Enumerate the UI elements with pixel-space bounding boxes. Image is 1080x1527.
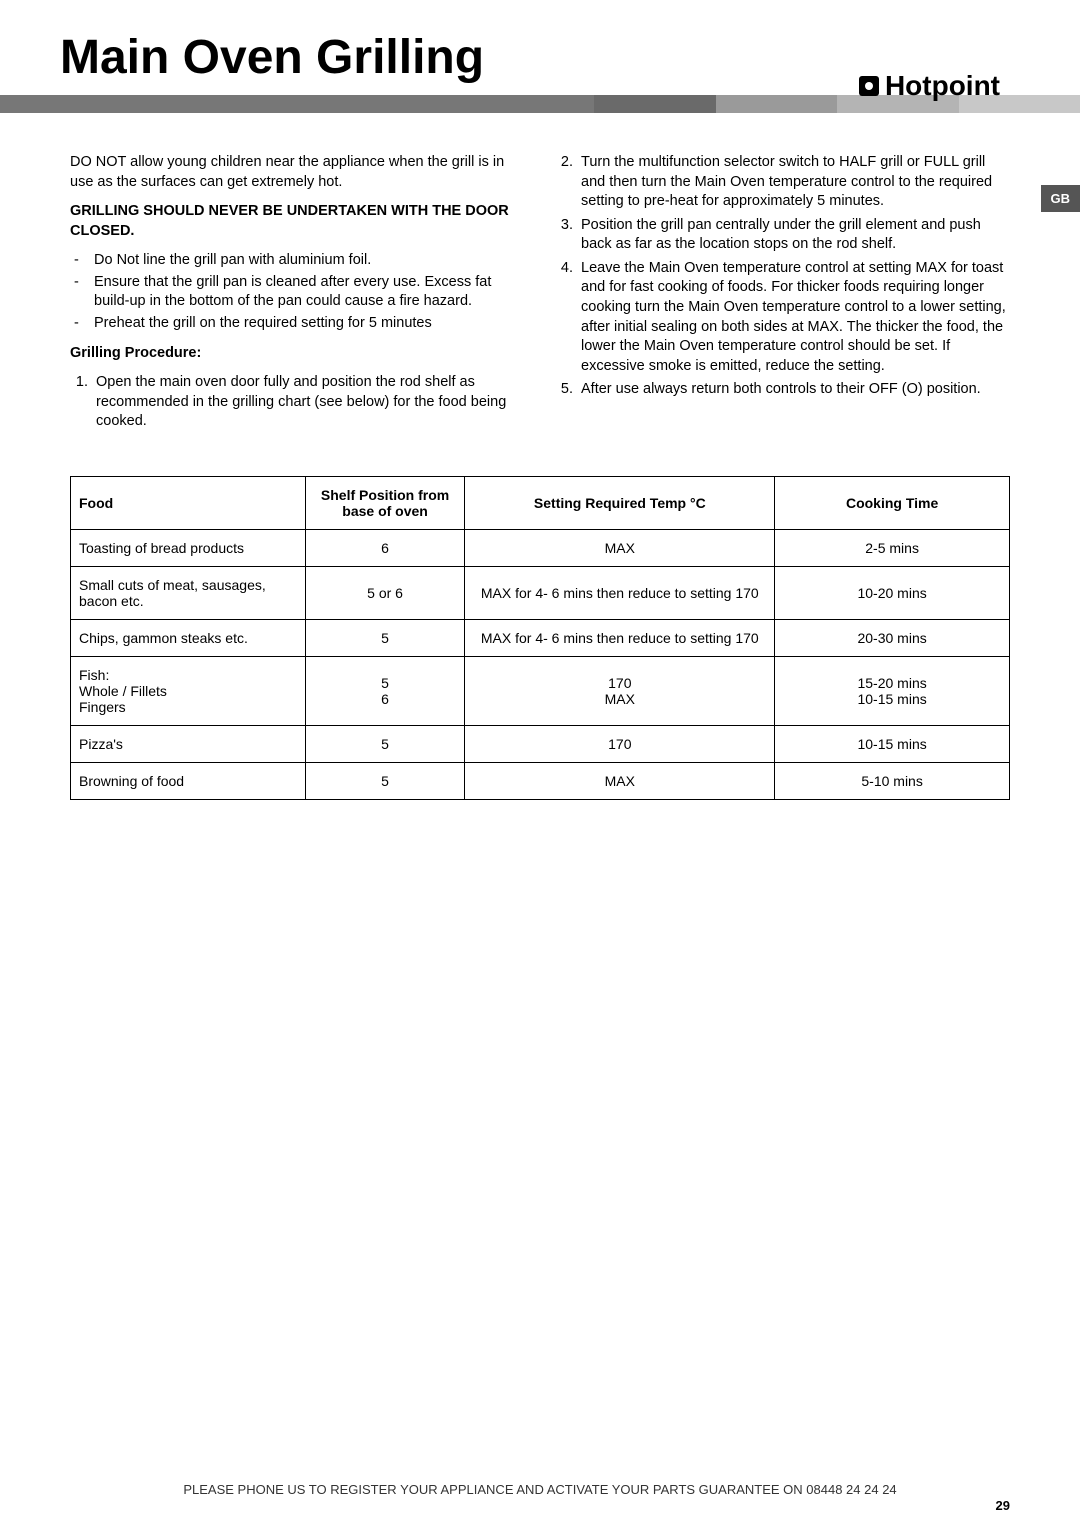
table-cell: 170 MAX — [465, 656, 775, 725]
bullet-text: Ensure that the grill pan is cleaned aft… — [94, 273, 525, 312]
banner-seg-2 — [716, 95, 838, 113]
table-cell: 5 — [305, 762, 465, 799]
warning-bullets: Do Not line the grill pan with aluminium… — [70, 251, 525, 333]
table-row: Chips, gammon steaks etc.5MAX for 4- 6 m… — [71, 619, 1010, 656]
bullet-item: Do Not line the grill pan with aluminium… — [70, 251, 525, 271]
left-column: DO NOT allow young children near the app… — [70, 153, 525, 436]
footer-text: PLEASE PHONE US TO REGISTER YOUR APPLIAN… — [0, 1482, 1080, 1497]
table-cell: MAX — [465, 529, 775, 566]
col-shelf: Shelf Position from base of oven — [305, 476, 465, 529]
col-setting: Setting Required Temp °C — [465, 476, 775, 529]
table-cell: 20-30 mins — [775, 619, 1010, 656]
table-header-row: Food Shelf Position from base of oven Se… — [71, 476, 1010, 529]
step-number: 1. — [70, 373, 88, 432]
table-cell: MAX for 4- 6 mins then reduce to setting… — [465, 566, 775, 619]
table-row: Pizza's517010-15 mins — [71, 725, 1010, 762]
table-row: Small cuts of meat, sausages, bacon etc.… — [71, 566, 1010, 619]
table-cell: Fish: Whole / Fillets Fingers — [71, 656, 306, 725]
grilling-table: Food Shelf Position from base of oven Se… — [70, 476, 1010, 800]
procedure-item: 3. Position the grill pan centrally unde… — [555, 216, 1010, 255]
table-cell: 5 or 6 — [305, 566, 465, 619]
step-text: After use always return both controls to… — [581, 380, 981, 400]
step-text: Turn the multifunction selector switch t… — [581, 153, 1010, 212]
banner-seg-1 — [594, 95, 716, 113]
step-number: 2. — [555, 153, 573, 212]
procedure-item: 5. After use always return both controls… — [555, 380, 1010, 400]
table-cell: 15-20 mins 10-15 mins — [775, 656, 1010, 725]
procedure-list-left: 1. Open the main oven door fully and pos… — [70, 373, 525, 432]
table-cell: 10-15 mins — [775, 725, 1010, 762]
procedure-list-right: 2. Turn the multifunction selector switc… — [555, 153, 1010, 400]
table-cell: 5 6 — [305, 656, 465, 725]
grilling-table-wrap: Food Shelf Position from base of oven Se… — [0, 456, 1080, 820]
body-content: DO NOT allow young children near the app… — [0, 113, 1080, 456]
brand-logo: Hotpoint — [859, 70, 1000, 102]
step-text: Position the grill pan centrally under t… — [581, 216, 1010, 255]
table-row: Toasting of bread products6MAX2-5 mins — [71, 529, 1010, 566]
col-food: Food — [71, 476, 306, 529]
table-cell: 5 — [305, 619, 465, 656]
table-cell: MAX for 4- 6 mins then reduce to setting… — [465, 619, 775, 656]
table-cell: 170 — [465, 725, 775, 762]
table-cell: Pizza's — [71, 725, 306, 762]
bullet-text: Preheat the grill on the required settin… — [94, 314, 432, 334]
col-time: Cooking Time — [775, 476, 1010, 529]
table-cell: Toasting of bread products — [71, 529, 306, 566]
table-cell: 10-20 mins — [775, 566, 1010, 619]
table-cell: 5 — [305, 725, 465, 762]
table-cell: 2-5 mins — [775, 529, 1010, 566]
step-text: Leave the Main Oven temperature control … — [581, 259, 1010, 376]
table-cell: MAX — [465, 762, 775, 799]
procedure-item: 4. Leave the Main Oven temperature contr… — [555, 259, 1010, 376]
warning-heading: GRILLING SHOULD NEVER BE UNDERTAKEN WITH… — [70, 202, 525, 241]
step-number: 3. — [555, 216, 573, 255]
table-cell: 5-10 mins — [775, 762, 1010, 799]
banner-seg-group — [594, 95, 1080, 113]
banner-seg-dark — [0, 95, 594, 113]
language-tab: GB — [1041, 185, 1080, 212]
step-text: Open the main oven door fully and positi… — [96, 373, 525, 432]
step-number: 4. — [555, 259, 573, 376]
bullet-text: Do Not line the grill pan with aluminium… — [94, 251, 371, 271]
page-number: 29 — [996, 1498, 1010, 1513]
procedure-item: 2. Turn the multifunction selector switc… — [555, 153, 1010, 212]
hotpoint-icon — [859, 76, 879, 96]
table-cell: Browning of food — [71, 762, 306, 799]
table-cell: 6 — [305, 529, 465, 566]
table-cell: Chips, gammon steaks etc. — [71, 619, 306, 656]
table-cell: Small cuts of meat, sausages, bacon etc. — [71, 566, 306, 619]
right-column: 2. Turn the multifunction selector switc… — [555, 153, 1010, 436]
step-number: 5. — [555, 380, 573, 400]
procedure-heading: Grilling Procedure: — [70, 344, 525, 364]
table-row: Browning of food5MAX5-10 mins — [71, 762, 1010, 799]
bullet-item: Ensure that the grill pan is cleaned aft… — [70, 273, 525, 312]
bullet-item: Preheat the grill on the required settin… — [70, 314, 525, 334]
table-body: Toasting of bread products6MAX2-5 minsSm… — [71, 529, 1010, 799]
table-row: Fish: Whole / Fillets Fingers5 6170 MAX1… — [71, 656, 1010, 725]
brand-text: Hotpoint — [885, 70, 1000, 102]
procedure-item: 1. Open the main oven door fully and pos… — [70, 373, 525, 432]
intro-text: DO NOT allow young children near the app… — [70, 153, 525, 192]
